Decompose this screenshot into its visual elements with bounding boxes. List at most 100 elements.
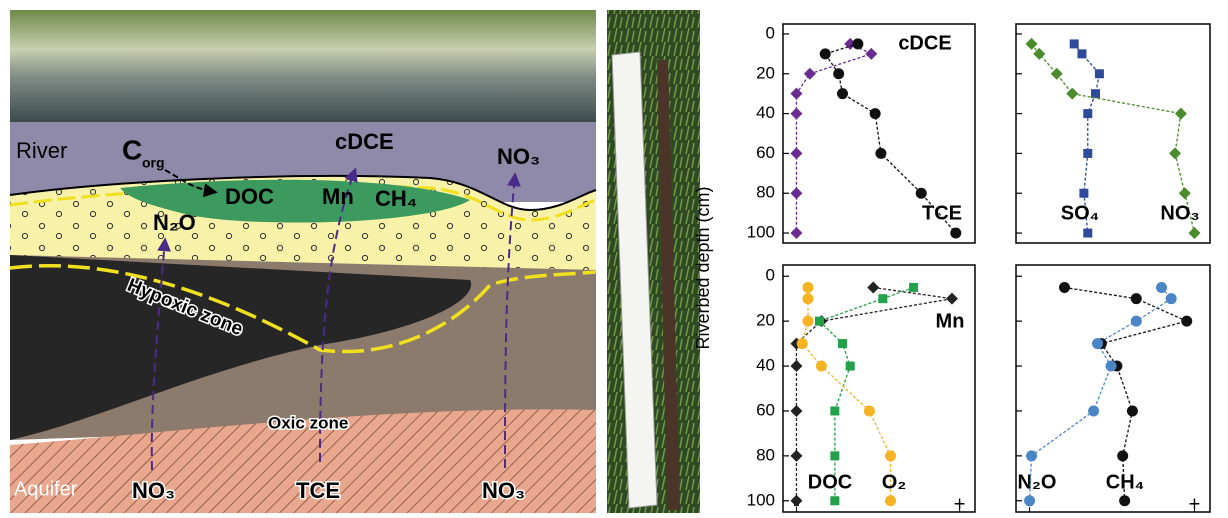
series-label: Mn bbox=[936, 310, 965, 332]
point bbox=[1117, 450, 1129, 462]
y-tick-label: 80 bbox=[756, 445, 775, 464]
plot-frame bbox=[1015, 264, 1211, 513]
arrow bbox=[164, 169, 218, 198]
label: C bbox=[122, 134, 142, 165]
y-tick-label: 100 bbox=[747, 223, 775, 242]
point bbox=[869, 108, 881, 120]
y-tick-label: 60 bbox=[756, 143, 775, 162]
point bbox=[1126, 405, 1138, 417]
aquifer bbox=[10, 409, 596, 513]
point bbox=[1077, 49, 1087, 59]
point bbox=[1119, 495, 1131, 507]
point bbox=[814, 316, 824, 326]
label: NO₃ bbox=[497, 144, 540, 169]
point bbox=[875, 147, 887, 159]
point bbox=[1105, 360, 1117, 372]
diagram: River C org cDCE NO₃ DOC Mn CH₄ N₂O Hypo… bbox=[9, 10, 597, 513]
y-tick-label: 0 bbox=[766, 23, 775, 42]
x-tick-label: + bbox=[1189, 493, 1201, 513]
label: cDCE bbox=[335, 129, 394, 154]
y-tick-label: 40 bbox=[756, 356, 775, 375]
point bbox=[838, 339, 848, 349]
point bbox=[819, 48, 831, 60]
label: Aquifer bbox=[14, 478, 78, 500]
point bbox=[1174, 107, 1187, 120]
core-photo bbox=[607, 10, 700, 513]
point bbox=[863, 405, 875, 417]
point bbox=[1079, 188, 1089, 198]
series-label: NO₃ bbox=[1160, 202, 1199, 224]
point bbox=[815, 360, 827, 372]
point bbox=[830, 451, 840, 461]
label: org bbox=[142, 155, 165, 171]
series-label: DOC bbox=[808, 471, 852, 493]
label: NO₃ bbox=[132, 478, 175, 503]
y-tick-label: 0 bbox=[766, 266, 775, 285]
point bbox=[1024, 495, 1036, 507]
point bbox=[790, 360, 803, 373]
arrow bbox=[150, 237, 172, 471]
point bbox=[845, 361, 855, 371]
y-tick-label: 100 bbox=[747, 490, 775, 509]
point bbox=[1165, 293, 1177, 305]
y-axis-label: Riverbed depth (cm) bbox=[693, 186, 713, 349]
point bbox=[1026, 450, 1038, 462]
point bbox=[885, 495, 897, 507]
label: TCE bbox=[296, 478, 340, 503]
point bbox=[1059, 281, 1070, 293]
label: River bbox=[16, 138, 67, 163]
series-label: TCE bbox=[922, 202, 962, 224]
point bbox=[878, 294, 888, 304]
point bbox=[790, 494, 803, 507]
arrow bbox=[504, 172, 521, 469]
point bbox=[790, 227, 803, 240]
arrow bbox=[319, 167, 358, 463]
point bbox=[945, 292, 958, 305]
plot-frame bbox=[782, 264, 976, 513]
point bbox=[803, 67, 816, 80]
point bbox=[1091, 338, 1103, 350]
point bbox=[852, 38, 864, 50]
series-label: cDCE bbox=[898, 32, 951, 54]
series-label: O₂ bbox=[882, 471, 906, 493]
riverbed bbox=[9, 175, 597, 212]
point bbox=[1181, 315, 1193, 327]
y-tick-label: 60 bbox=[756, 400, 775, 419]
point bbox=[790, 107, 803, 120]
hypoxic-boundary bbox=[9, 264, 597, 354]
point bbox=[790, 449, 803, 462]
point bbox=[909, 282, 919, 292]
point bbox=[1169, 147, 1182, 160]
point bbox=[1130, 315, 1142, 327]
series-label: CH₄ bbox=[1106, 471, 1144, 493]
series-line bbox=[824, 43, 957, 234]
point bbox=[1083, 148, 1093, 158]
label: Oxic zone bbox=[268, 413, 348, 432]
point bbox=[790, 187, 803, 200]
point bbox=[802, 281, 814, 293]
point bbox=[790, 87, 803, 100]
label: NO₃ bbox=[482, 478, 525, 503]
point bbox=[1025, 37, 1038, 50]
series-line bbox=[1064, 286, 1189, 501]
hypoxic-layer bbox=[10, 255, 472, 440]
point bbox=[790, 404, 803, 417]
series-line bbox=[1028, 287, 1173, 501]
y-tick-label: 80 bbox=[756, 183, 775, 202]
label: N₂O bbox=[153, 210, 196, 235]
x-tick-label: + bbox=[954, 493, 966, 513]
point bbox=[1178, 187, 1191, 200]
point bbox=[885, 450, 897, 462]
point bbox=[830, 496, 840, 506]
point bbox=[1130, 293, 1142, 305]
point bbox=[1050, 67, 1063, 80]
series-label: N₂O bbox=[1018, 471, 1057, 493]
label: Mn bbox=[322, 184, 354, 209]
point bbox=[1083, 228, 1093, 238]
label: CH₄ bbox=[375, 186, 417, 211]
point bbox=[1083, 109, 1093, 119]
point bbox=[802, 315, 814, 327]
label: DOC bbox=[225, 184, 274, 209]
